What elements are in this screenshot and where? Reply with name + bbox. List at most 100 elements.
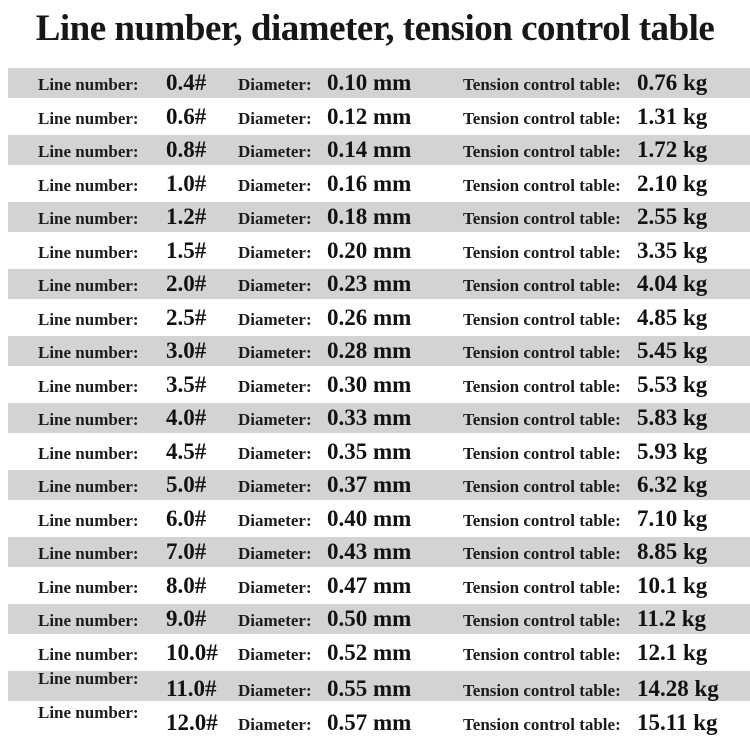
table-row: Line number: 2.0# Diameter: 0.23 mm Tens…: [0, 269, 750, 299]
tension-value: 6.32 kg: [637, 472, 708, 497]
diameter-value: 0.26 mm: [327, 304, 412, 330]
diameter-value: 0.43 mm: [327, 539, 412, 564]
diameter-value: 0.55 mm: [327, 676, 412, 701]
tension-value: 3.35 kg: [637, 237, 708, 263]
line-number-value: 9.0#: [166, 606, 207, 631]
tension-label: Tension control table:: [463, 477, 621, 496]
line-number-value: 5.0#: [166, 472, 207, 497]
line-number-label: Line number:: [38, 175, 139, 195]
table-row: Line number: 0.6# Diameter: 0.12 mm Tens…: [0, 102, 750, 132]
page-title: Line number, diameter, tension control t…: [35, 8, 715, 49]
line-number-value: 7.0#: [166, 539, 207, 564]
line-number-label: Line number:: [38, 544, 139, 563]
line-number-value: 3.5#: [166, 371, 207, 397]
tension-value: 0.76 kg: [637, 70, 708, 95]
diameter-label: Diameter:: [238, 108, 312, 128]
line-number-label: Line number:: [38, 702, 139, 722]
table-row: Line number: 12.0# Diameter: 0.57 mm Ten…: [0, 703, 750, 735]
diameter-value: 0.33 mm: [327, 405, 412, 430]
diameter-value: 0.30 mm: [327, 371, 412, 397]
line-number-label: Line number:: [38, 75, 139, 94]
tension-label: Tension control table:: [463, 108, 621, 128]
line-number-label: Line number:: [38, 611, 139, 630]
tension-value: 14.28 kg: [637, 676, 719, 701]
table-row: Line number: 0.8# Diameter: 0.14 mm Tens…: [0, 135, 750, 165]
line-number-label: Line number:: [38, 477, 139, 496]
line-number-value: 3.0#: [166, 338, 207, 363]
line-number-value: 1.2#: [166, 204, 207, 229]
line-number-label: Line number:: [38, 510, 139, 530]
tension-label: Tension control table:: [463, 242, 621, 262]
line-number-label: Line number:: [38, 644, 139, 664]
table-row: Line number: 1.2# Diameter: 0.18 mm Tens…: [0, 202, 750, 232]
tension-label: Tension control table:: [463, 714, 621, 734]
tension-label: Tension control table:: [463, 75, 621, 94]
tension-value: 10.1 kg: [637, 572, 708, 598]
tension-value: 12.1 kg: [637, 639, 708, 665]
table-row: Line number: 11.0# Diameter: 0.55 mm Ten…: [0, 669, 750, 701]
tension-label: Tension control table:: [463, 276, 621, 295]
diameter-value: 0.57 mm: [327, 709, 412, 735]
diameter-label: Diameter:: [238, 611, 312, 630]
diameter-label: Diameter:: [238, 577, 312, 597]
diameter-value: 0.35 mm: [327, 438, 412, 464]
line-number-label: Line number:: [38, 276, 139, 295]
diameter-value: 0.28 mm: [327, 338, 412, 363]
diameter-label: Diameter:: [238, 343, 312, 362]
tension-value: 1.72 kg: [637, 137, 708, 162]
tension-label: Tension control table:: [463, 681, 621, 700]
tension-label: Tension control table:: [463, 644, 621, 664]
diameter-label: Diameter:: [238, 242, 312, 262]
diameter-label: Diameter:: [238, 510, 312, 530]
diameter-label: Diameter:: [238, 376, 312, 396]
line-number-label: Line number:: [38, 309, 139, 329]
table-row: Line number: 10.0# Diameter: 0.52 mm Ten…: [0, 638, 750, 668]
tension-value: 8.85 kg: [637, 539, 708, 564]
tension-label: Tension control table:: [463, 142, 621, 161]
line-number-label: Line number:: [38, 376, 139, 396]
line-number-label: Line number:: [38, 242, 139, 262]
tension-value: 4.85 kg: [637, 304, 708, 330]
tension-value: 5.45 kg: [637, 338, 708, 363]
line-number-value: 1.0#: [166, 170, 207, 196]
tension-value: 5.93 kg: [637, 438, 708, 464]
line-number-value: 4.5#: [166, 438, 207, 464]
tension-value: 5.53 kg: [637, 371, 708, 397]
line-number-value: 2.5#: [166, 304, 207, 330]
tension-label: Tension control table:: [463, 443, 621, 463]
tension-value: 5.83 kg: [637, 405, 708, 430]
tension-value: 15.11 kg: [637, 709, 718, 735]
table-row: Line number: 5.0# Diameter: 0.37 mm Tens…: [0, 470, 750, 500]
diameter-value: 0.50 mm: [327, 606, 412, 631]
diameter-value: 0.14 mm: [327, 137, 412, 162]
table-row: Line number: 1.5# Diameter: 0.20 mm Tens…: [0, 236, 750, 266]
diameter-label: Diameter:: [238, 443, 312, 463]
diameter-value: 0.47 mm: [327, 572, 412, 598]
line-number-label: Line number:: [38, 410, 139, 429]
diameter-value: 0.52 mm: [327, 639, 412, 665]
tension-label: Tension control table:: [463, 175, 621, 195]
line-number-value: 11.0#: [166, 676, 217, 701]
tension-label: Tension control table:: [463, 410, 621, 429]
table-row: Line number: 1.0# Diameter: 0.16 mm Tens…: [0, 169, 750, 199]
line-number-label: Line number:: [38, 108, 139, 128]
diameter-value: 0.18 mm: [327, 204, 412, 229]
table-row: Line number: 0.4# Diameter: 0.10 mm Tens…: [0, 68, 750, 98]
diameter-value: 0.40 mm: [327, 505, 412, 531]
tension-value: 11.2 kg: [637, 606, 707, 631]
diameter-label: Diameter:: [238, 544, 312, 563]
tension-label: Tension control table:: [463, 577, 621, 597]
diameter-label: Diameter:: [238, 681, 312, 700]
table-row: Line number: 3.5# Diameter: 0.30 mm Tens…: [0, 370, 750, 400]
line-number-value: 8.0#: [166, 572, 207, 598]
table-row: Line number: 8.0# Diameter: 0.47 mm Tens…: [0, 571, 750, 601]
diameter-label: Diameter:: [238, 410, 312, 429]
diameter-label: Diameter:: [238, 644, 312, 664]
diameter-label: Diameter:: [238, 714, 312, 734]
diameter-label: Diameter:: [238, 142, 312, 161]
diameter-label: Diameter:: [238, 75, 312, 94]
line-number-value: 10.0#: [166, 639, 218, 665]
line-number-value: 2.0#: [166, 271, 207, 296]
line-number-label: Line number:: [38, 577, 139, 597]
